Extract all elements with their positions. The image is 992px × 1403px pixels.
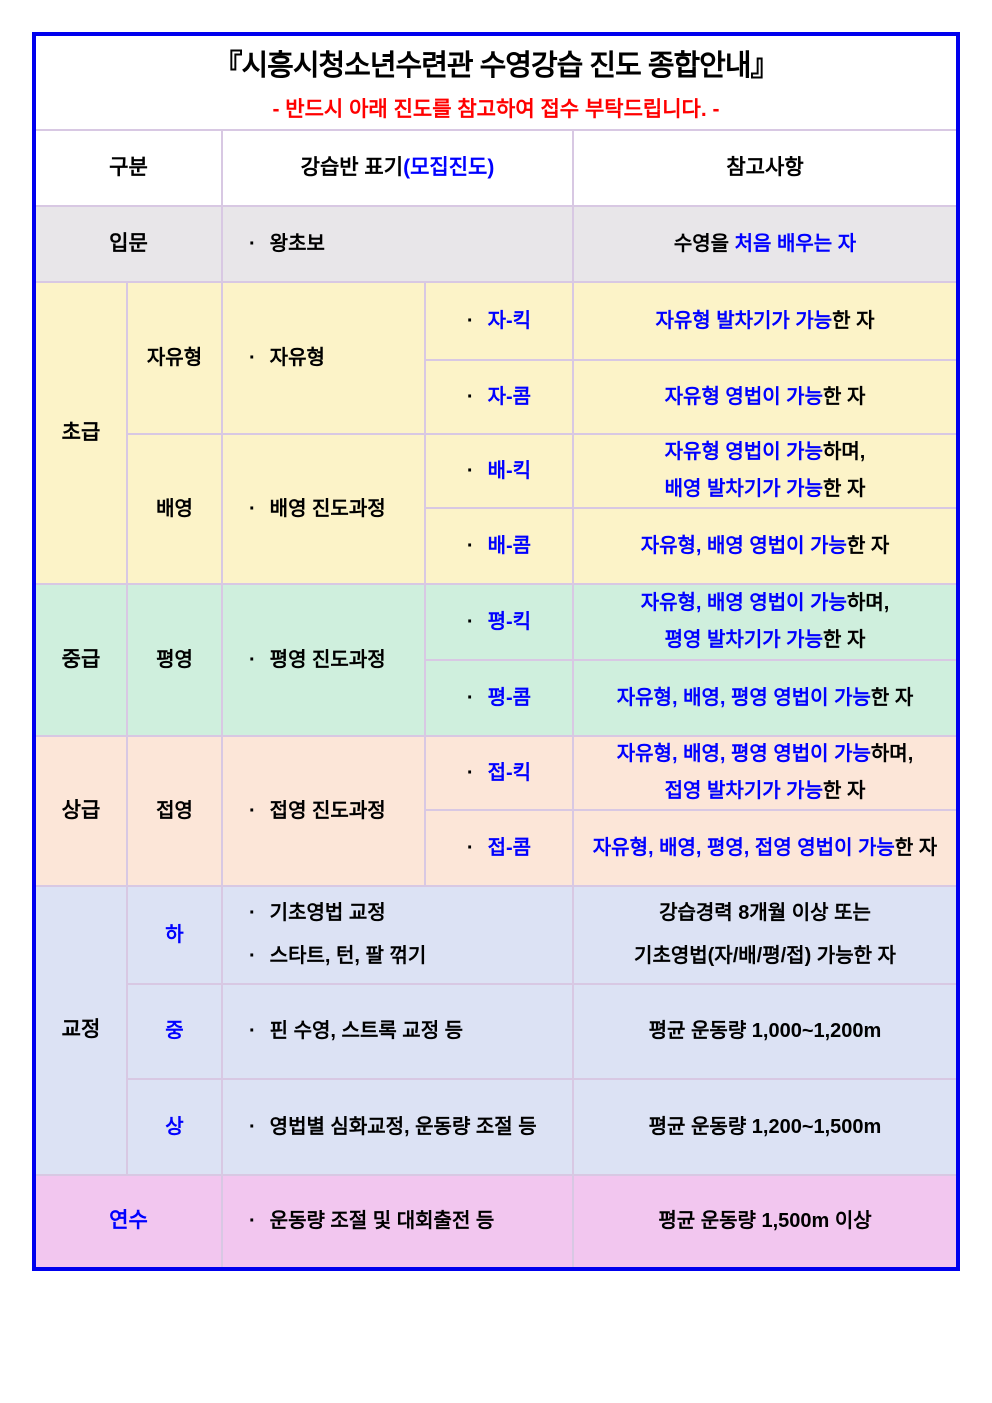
cell-level-advanced: 상급 (33, 735, 128, 887)
cell-desc-mid: · 핀 수영, 스트록 교정 등 (221, 983, 574, 1080)
page-subtitle: - 반드시 아래 진도를 참고하여 접수 부탁드립니다. - (272, 97, 720, 121)
header-category: 구분 (33, 129, 223, 207)
cell-remark-bae-com: 자유형, 배영 영법이 가능한 자 (572, 507, 959, 585)
bullet-icon: · (249, 497, 256, 520)
cell-code-ja-kick: · 자-킥 (424, 281, 574, 361)
cell-code-bae-kick: · 배-킥 (424, 433, 574, 509)
cell-desc-high: · 영법별 심화교정, 운동량 조절 등 (221, 1078, 574, 1176)
cell-stroke-butterfly: 접영 (126, 735, 223, 887)
bullet-icon: · (466, 610, 474, 633)
cell-code-jeop-com: · 접-콤 (424, 809, 574, 887)
cell-code-jeop-kick: · 접-킥 (424, 735, 574, 811)
cell-course-freestyle: · 자유형 (221, 281, 426, 435)
bullet-icon: · (466, 534, 474, 557)
cell-remark-pyeong-com: 자유형, 배영, 평영 영법이 가능한 자 (572, 659, 959, 737)
header-remarks-label: 참고사항 (726, 155, 804, 179)
cell-remark-low: 강습경력 8개월 이상 또는 기초영법(자/배/평/접) 가능한 자 (572, 885, 959, 985)
cell-remark-ja-kick: 자유형 발차기가 가능한 자 (572, 281, 959, 361)
cell-remark-jeop-com: 자유형, 배영, 평영, 접영 영법이 가능한 자 (572, 809, 959, 887)
header-class-mark-sub: (모집진도) (403, 155, 495, 179)
cell-remark-jeop-kick: 자유형, 배영, 평영 영법이 가능하며, 접영 발차기가 가능한 자 (572, 735, 959, 811)
bullet-icon: · (249, 799, 256, 822)
cell-level-intro: 입문 (33, 205, 223, 283)
cell-remark-pyeong-kick: 자유형, 배영 영법이 가능하며, 평영 발차기가 가능한 자 (572, 583, 959, 661)
cell-class-intro: · 왕초보 (221, 205, 574, 283)
bullet-icon: · (249, 902, 256, 924)
bullet-icon: · (466, 761, 474, 784)
bullet-icon: · (466, 309, 474, 332)
cell-desc-low: · 기초영법 교정 · 스타트, 턴, 팔 꺾기 (221, 885, 574, 985)
title-cell: 『시흥시청소년수련관 수영강습 진도 종합안내』 - 반드시 아래 진도를 참고… (33, 33, 959, 131)
cell-code-pyeong-kick: · 평-킥 (424, 583, 574, 661)
cell-code-bae-com: · 배-콤 (424, 507, 574, 585)
bullet-icon: · (249, 945, 256, 967)
cell-remark-training: 평균 운동량 1,500m 이상 (572, 1174, 959, 1270)
bullet-icon: · (466, 686, 474, 709)
cell-code-ja-com: · 자-콤 (424, 359, 574, 435)
header-class-mark-label: 강습반 표기 (300, 155, 404, 179)
header-remarks: 참고사항 (572, 129, 959, 207)
bullet-icon: · (249, 1210, 256, 1232)
bullet-icon: · (249, 346, 256, 369)
header-class-mark: 강습반 표기(모집진도) (221, 129, 574, 207)
cell-level-training: 연수 (33, 1174, 223, 1270)
cell-remark-ja-com: 자유형 영법이 가능한 자 (572, 359, 959, 435)
cell-course-butterfly: · 접영 진도과정 (221, 735, 426, 887)
bullet-icon: · (249, 648, 256, 671)
cell-stroke-freestyle: 자유형 (126, 281, 223, 435)
cell-grade-high: 상 (126, 1078, 223, 1176)
progress-table: 『시흥시청소년수련관 수영강습 진도 종합안내』 - 반드시 아래 진도를 참고… (32, 32, 960, 1271)
bullet-icon: · (249, 1115, 256, 1138)
cell-desc-training: · 운동량 조절 및 대회출전 등 (221, 1174, 574, 1270)
cell-grade-mid: 중 (126, 983, 223, 1080)
cell-remark-high: 평균 운동량 1,200~1,500m (572, 1078, 959, 1176)
header-category-label: 구분 (109, 155, 148, 179)
bullet-icon: · (249, 232, 256, 255)
bullet-icon: · (466, 385, 474, 408)
cell-code-pyeong-com: · 평-콤 (424, 659, 574, 737)
cell-level-beginner: 초급 (33, 281, 128, 585)
cell-remark-bae-kick: 자유형 영법이 가능하며, 배영 발차기가 가능한 자 (572, 433, 959, 509)
cell-stroke-backstroke: 배영 (126, 433, 223, 585)
cell-remark-intro: 수영을 처음 배우는 자 (572, 205, 959, 283)
bullet-icon: · (249, 1020, 256, 1042)
cell-level-correction: 교정 (33, 885, 128, 1176)
cell-stroke-breaststroke: 평영 (126, 583, 223, 737)
cell-course-backstroke: · 배영 진도과정 (221, 433, 426, 585)
cell-remark-mid: 평균 운동량 1,000~1,200m (572, 983, 959, 1080)
page-title: 『시흥시청소년수련관 수영강습 진도 종합안내』 (213, 49, 779, 82)
cell-level-intermediate: 중급 (33, 583, 128, 737)
bullet-icon: · (466, 459, 474, 482)
cell-grade-low: 하 (126, 885, 223, 985)
bullet-icon: · (466, 836, 474, 859)
cell-course-breaststroke: · 평영 진도과정 (221, 583, 426, 737)
